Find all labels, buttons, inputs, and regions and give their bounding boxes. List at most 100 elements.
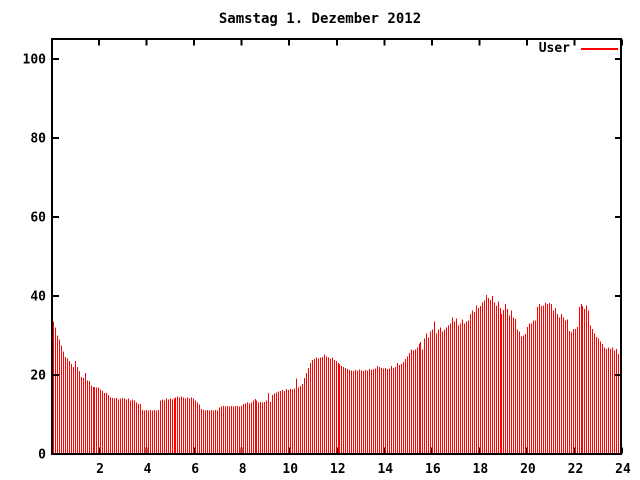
bar — [407, 356, 408, 454]
x-tick-label: 8 — [239, 462, 247, 477]
bar — [75, 361, 76, 454]
bar — [322, 356, 323, 454]
bar — [575, 328, 576, 454]
bar — [104, 392, 105, 454]
bar — [102, 390, 103, 454]
bar — [336, 361, 337, 454]
bar — [355, 369, 356, 454]
y-tick-label: 100 — [23, 53, 47, 68]
bar — [122, 397, 123, 454]
bar — [527, 327, 528, 454]
x-tick-label: 2 — [96, 462, 104, 477]
bar — [189, 398, 190, 454]
bar — [466, 321, 467, 454]
bar — [543, 305, 544, 454]
bar — [288, 390, 289, 454]
bar — [266, 400, 267, 454]
bar — [142, 409, 143, 454]
bar — [227, 405, 228, 454]
bar — [185, 398, 186, 454]
bar — [260, 401, 261, 454]
bar — [251, 402, 252, 454]
y-tick-label: 20 — [30, 369, 46, 384]
bar — [83, 377, 84, 454]
bar — [539, 303, 540, 454]
bar — [468, 320, 469, 454]
bar — [164, 400, 165, 454]
bar — [462, 319, 463, 454]
bar — [476, 305, 477, 454]
bar — [247, 402, 248, 454]
bar — [316, 357, 317, 454]
bar — [175, 397, 176, 454]
bar — [569, 330, 570, 454]
bar — [215, 409, 216, 454]
bar — [154, 409, 155, 454]
bar — [225, 406, 226, 454]
bar — [377, 365, 378, 454]
x-tick-label: 18 — [473, 462, 489, 477]
bar — [264, 401, 265, 454]
x-tick-label: 24 — [615, 462, 631, 477]
bar — [397, 363, 398, 454]
bar — [581, 303, 582, 454]
bar — [65, 357, 66, 454]
bar — [472, 310, 473, 454]
bar — [106, 392, 107, 454]
bar — [616, 348, 617, 454]
bar — [286, 389, 287, 454]
bar — [401, 363, 402, 454]
bar — [393, 367, 394, 454]
bar — [590, 325, 591, 454]
x-tick-label: 20 — [520, 462, 536, 477]
bar — [533, 320, 534, 454]
bar — [53, 321, 54, 454]
bar — [249, 403, 250, 454]
bar — [419, 343, 420, 454]
bar — [290, 388, 291, 454]
bar — [298, 387, 299, 454]
bar — [296, 378, 297, 454]
bar — [559, 317, 560, 454]
bar — [549, 303, 550, 454]
bar — [308, 367, 309, 454]
bar — [177, 396, 178, 454]
bar — [448, 325, 449, 454]
bar — [61, 345, 62, 454]
bar — [517, 329, 518, 454]
bar — [223, 405, 224, 454]
bar — [274, 393, 275, 454]
bar — [94, 386, 95, 454]
bar — [555, 307, 556, 454]
bar — [312, 359, 313, 454]
chart-title: Samstag 1. Dezember 2012 — [218, 11, 422, 27]
bar — [452, 317, 453, 454]
bar — [490, 299, 491, 454]
bar — [442, 331, 443, 454]
bar — [373, 369, 374, 454]
bar — [276, 392, 277, 454]
bar — [160, 400, 161, 454]
bar — [602, 343, 603, 454]
bar — [405, 359, 406, 454]
bar — [203, 409, 204, 454]
bar — [278, 391, 279, 454]
bar — [369, 369, 370, 454]
bar — [363, 371, 364, 454]
bar — [482, 302, 483, 454]
bar — [434, 321, 435, 454]
bar — [351, 370, 352, 454]
bar — [409, 352, 410, 454]
bar — [494, 302, 495, 454]
bar — [523, 335, 524, 454]
bar — [500, 307, 501, 454]
bar — [365, 369, 366, 454]
bar — [241, 405, 242, 454]
bar — [213, 410, 214, 454]
bar — [519, 331, 520, 454]
bar — [330, 359, 331, 454]
bar — [428, 337, 429, 454]
bar — [426, 333, 427, 454]
bar — [59, 339, 60, 454]
bar — [395, 367, 396, 454]
